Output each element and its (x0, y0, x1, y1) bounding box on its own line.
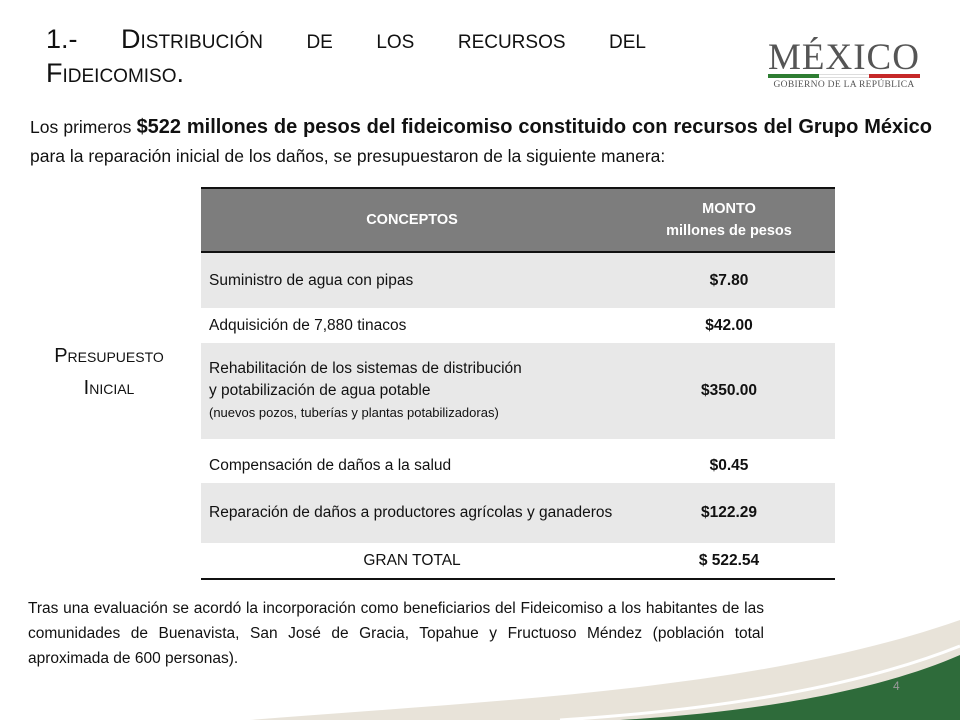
table-row: Compensación de daños a la salud $0.45 (201, 439, 835, 483)
row-concept: Adquisición de 7,880 tinacos (209, 316, 407, 334)
title-line-1: 1.- Distribución de los recursos del (46, 22, 646, 56)
title-word: los (376, 24, 415, 54)
table-row: Rehabilitación de los sistemas de distri… (201, 343, 835, 439)
side-label-line-2: Inicial (83, 377, 135, 399)
closing-paragraph: Tras una evaluación se acordó la incorpo… (28, 600, 764, 667)
table-row: Adquisición de 7,880 tinacos $42.00 (201, 308, 835, 343)
title-word: del (609, 24, 646, 54)
row-amount: $0.45 (709, 457, 749, 474)
row-concept-line-1: Rehabilitación de los sistemas de distri… (209, 360, 522, 377)
header-amount-title: MONTO (702, 201, 756, 217)
intro-text-bold: $522 millones de pesos del fideicomiso c… (136, 116, 932, 138)
total-amount: $ 522.54 (623, 543, 835, 580)
budget-table: CONCEPTOS MONTO millones de pesos Sumini… (201, 187, 835, 580)
table-total-row: GRAN TOTAL $ 522.54 (201, 543, 835, 580)
row-concept-note: (nuevos pozos, tuberías y plantas potabi… (209, 405, 499, 420)
title-line-2: Fideicomiso. (46, 58, 185, 88)
title-word: recursos (457, 24, 566, 54)
row-amount: $42.00 (705, 316, 753, 334)
intro-text-post: para la reparación inicial de los daños,… (30, 146, 666, 166)
side-label-line-1: Presupuesto (54, 345, 164, 367)
row-concept: Suministro de agua con pipas (201, 252, 623, 308)
intro-paragraph: Los primeros $522 millones de pesos del … (30, 113, 932, 171)
side-label: Presupuesto Inicial (34, 340, 184, 404)
title-word: 1.- (46, 24, 78, 54)
total-label: GRAN TOTAL (201, 543, 623, 580)
table-row: Suministro de agua con pipas $7.80 (201, 252, 835, 308)
logo-wordmark: MÉXICO (768, 37, 920, 78)
mexico-government-logo: MÉXICO GOBIERNO DE LA REPÚBLICA (764, 36, 924, 96)
title-word: de (306, 24, 333, 54)
logo-tricolor-bar (768, 74, 921, 78)
title-word: Distribución (121, 24, 263, 54)
header-amount: MONTO millones de pesos (623, 187, 835, 253)
row-concept: Rehabilitación de los sistemas de distri… (201, 343, 623, 439)
row-concept: Reparación de daños a productores agríco… (201, 483, 623, 543)
slide-title: 1.- Distribución de los recursos del Fid… (46, 22, 646, 90)
row-amount: $122.29 (623, 483, 835, 543)
intro-text-pre: Los primeros (30, 117, 137, 137)
logo-subtitle: GOBIERNO DE LA REPÚBLICA (773, 80, 915, 90)
table-row: Reparación de daños a productores agríco… (201, 483, 835, 543)
header-concepts: CONCEPTOS (201, 187, 623, 253)
row-amount: $7.80 (623, 252, 835, 308)
header-amount-unit: millones de pesos (666, 223, 792, 239)
row-amount: $350.00 (623, 343, 835, 439)
page-number: 4 (893, 679, 900, 693)
row-concept-line-2: y potabilización de agua potable (209, 382, 431, 399)
row-concept: Compensación de daños a la salud (209, 457, 452, 474)
table-header-row: CONCEPTOS MONTO millones de pesos (201, 187, 835, 253)
